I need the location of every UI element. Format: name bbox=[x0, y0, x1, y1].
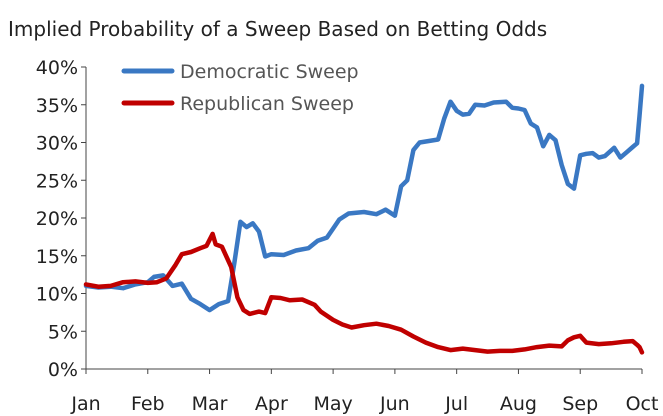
y-tick-label: 35% bbox=[36, 95, 78, 117]
legend: Democratic Sweep Republican Sweep bbox=[121, 61, 359, 115]
legend-label: Republican Sweep bbox=[180, 93, 354, 115]
y-tick-label: 30% bbox=[36, 133, 78, 155]
x-tick-label: Feb bbox=[131, 393, 165, 415]
x-tick-label: Mar bbox=[192, 393, 228, 415]
y-tick-label: 40% bbox=[36, 57, 78, 79]
y-tick-label: 5% bbox=[48, 321, 78, 343]
y-tick-label: 10% bbox=[36, 284, 78, 306]
x-tick-label: Jun bbox=[379, 393, 410, 415]
x-tick-label: Apr bbox=[255, 393, 288, 415]
y-tick-label: 0% bbox=[48, 359, 78, 381]
y-tick-label: 25% bbox=[36, 170, 78, 192]
chart-title: Implied Probability of a Sweep Based on … bbox=[8, 17, 547, 41]
legend-label: Democratic Sweep bbox=[180, 61, 359, 83]
x-tick-label: May bbox=[313, 393, 352, 415]
y-tick-label: 20% bbox=[36, 208, 78, 230]
x-tick-label: Jan bbox=[70, 393, 100, 415]
democratic-sweep-line bbox=[83, 83, 645, 313]
x-tick-label: Sep bbox=[562, 393, 598, 415]
republican-sweep-line bbox=[83, 231, 645, 355]
x-tick-label: Aug bbox=[500, 393, 537, 415]
x-tick-label: Jul bbox=[444, 393, 468, 415]
y-axis-ticks: 0% 5% 10% 15% 20% 25% 30% 35% 40% bbox=[36, 57, 86, 381]
y-tick-label: 15% bbox=[36, 246, 78, 268]
x-axis-ticks: Jan Feb Mar Apr May Jun Jul Aug Sep Oct bbox=[70, 369, 658, 415]
x-tick-label: Oct bbox=[626, 393, 659, 415]
series-lines bbox=[83, 83, 645, 355]
